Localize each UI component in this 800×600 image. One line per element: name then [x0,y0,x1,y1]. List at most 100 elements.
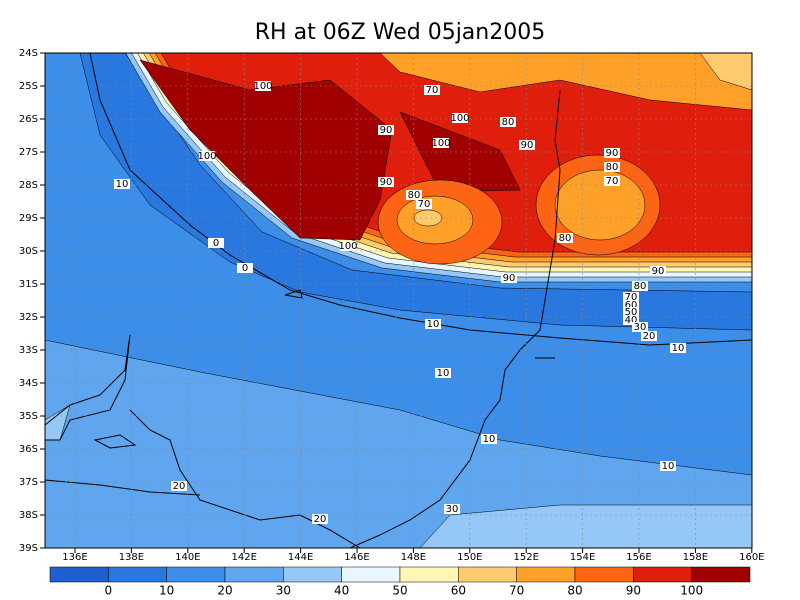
lon-label: 146E [344,552,369,563]
contour-label: 90 [380,177,393,188]
contour-label: 70 [426,85,439,96]
contour-label: 80 [559,233,572,244]
contour-label: 10 [662,461,675,472]
lat-label: 27S [19,147,38,158]
lat-label: 24S [19,48,38,59]
colorbar-label: 90 [626,584,641,598]
contour-label: 60 [625,300,638,311]
contour-label: 70 [625,292,638,303]
label-bg [623,292,639,302]
label-bg [604,148,620,158]
label-bg [378,177,394,187]
lat-label: 37S [19,477,38,488]
lon-label: 138E [119,552,144,563]
label-bg [237,263,253,273]
contour-label: 90 [652,266,665,277]
label-bg [501,273,517,283]
colorbar-box [574,566,634,583]
lon-label: 144E [288,552,313,563]
lat-label: 28S [19,180,38,191]
area-30-40 [419,504,752,548]
area-0-10 [79,53,752,331]
colorbar-label: 0 [105,584,113,598]
colorbar-box [108,566,167,583]
colorbar-box [633,566,692,583]
contour-label: 100 [338,241,357,252]
colorbar-label: 40 [334,584,349,598]
label-bg [452,113,468,123]
label-bg [435,368,451,378]
colorbar-label: 50 [392,584,407,598]
coastlines [45,53,752,548]
colorbar-label: 100 [680,584,703,598]
contour-label: 20 [314,514,327,525]
contour-label: 20 [173,481,186,492]
label-bg [623,315,639,325]
contour-label: 80 [408,190,421,201]
contour-label: 100 [197,151,216,162]
colorbar-box [399,566,459,583]
contour-label: 10 [116,179,129,190]
lon-label: 140E [175,552,200,563]
lon-label: 148E [401,552,426,563]
lon-label: 158E [683,552,708,563]
label-bg [312,514,328,524]
label-bg [632,322,648,332]
contour-label: 40 [625,315,638,326]
label-bg [604,162,620,172]
contour-label: 100 [450,113,469,124]
label-bg [199,151,215,161]
colorbar-box [224,566,284,583]
area-70-80 [379,53,752,111]
colorbar-box [691,566,751,583]
lat-label: 35S [19,411,38,422]
label-bg [208,238,224,248]
contour-label: 10 [427,319,440,330]
label-bg [650,266,666,276]
lon-label: 154E [570,552,595,563]
lon-label: 150E [457,552,482,563]
lat-label: 38S [19,510,38,521]
colorbar-label: 30 [276,584,291,598]
contour-label: 80 [502,117,515,128]
label-bg [500,117,516,127]
contour-label: 10 [483,434,496,445]
label-bg [114,179,130,189]
label-bg [406,190,422,200]
label-bg [481,434,497,444]
lat-label: 25S [19,81,38,92]
colorbar: 0 10 20 30 40 50 60 70 80 90 100 [49,566,751,598]
label-bg [623,307,639,317]
contour-label: 70 [418,199,431,210]
lon-label: 142E [231,552,256,563]
lat-label: 29S [19,213,38,224]
label-bg [623,300,639,310]
contour-label: 90 [380,125,393,136]
label-bg [557,233,573,243]
axes: 24S 25S 26S 27S 28S 29S 30S 31S 32S 33S 34S 35S 36S 3… [19,48,765,563]
label-bg [378,125,394,135]
label-bg [340,241,356,251]
contour-label: 80 [606,162,619,173]
label-bg [424,85,440,95]
title: RH at 06Z Wed 05jan2005 [255,20,545,45]
lat-label: 31S [19,279,38,290]
lat-label: 36S [19,444,38,455]
map-frame [44,52,753,549]
contour-label: 50 [625,307,638,318]
area-60-70 [413,209,443,227]
contour-label: 100 [431,138,450,149]
label-bg [425,319,441,329]
colorbar-box [283,566,342,583]
lon-label: 156E [626,552,651,563]
area-70-80 [554,169,646,241]
contour-label: 20 [643,331,656,342]
label-bg [660,461,676,471]
colorbar-label: 60 [451,584,466,598]
lat-label: 39S [19,543,38,554]
colorbar-box [341,566,401,583]
contour-label: 30 [446,504,459,515]
contour-label: 30 [634,322,647,333]
colorbar-label: 10 [159,584,174,598]
lon-label: 136E [62,552,87,563]
